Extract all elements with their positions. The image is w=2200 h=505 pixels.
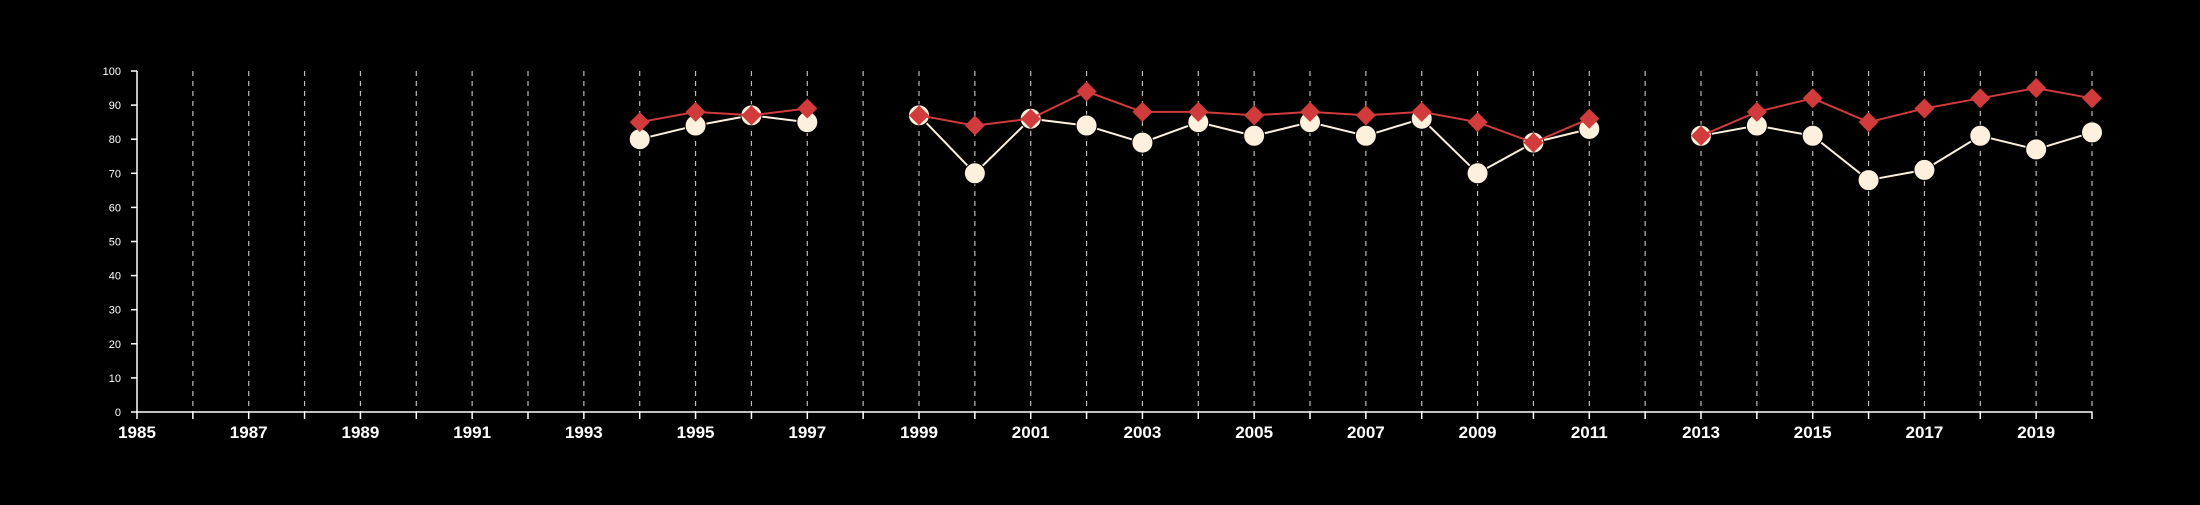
data-point-diamond	[2026, 78, 2047, 99]
data-point-circle	[2025, 138, 2048, 161]
data-point-diamond	[629, 112, 650, 133]
data-point-diamond	[1579, 108, 1600, 129]
y-tick-label: 90	[109, 100, 121, 112]
data-point-circle	[1131, 131, 1154, 154]
data-point-diamond	[909, 105, 929, 126]
data-point-circle	[1354, 124, 1377, 147]
y-tick-label: 80	[109, 134, 121, 146]
y-tick-label: 50	[109, 237, 121, 249]
series-circle	[628, 104, 2103, 192]
series-diamond	[629, 78, 2102, 153]
x-tick-label: 1989	[342, 423, 380, 442]
data-point-diamond	[797, 98, 818, 119]
series-layer	[628, 78, 2103, 192]
data-point-circle	[1913, 158, 1936, 181]
y-tick-label: 60	[109, 202, 121, 214]
x-tick-label: 2015	[1794, 423, 1832, 442]
series-line	[639, 114, 808, 141]
data-point-diamond	[1411, 101, 1432, 122]
series-line	[1700, 87, 2093, 137]
data-point-diamond	[1020, 108, 1041, 129]
x-tick-label: 1997	[788, 423, 826, 442]
data-point-diamond	[1467, 112, 1488, 133]
data-point-circle	[1801, 124, 1824, 147]
data-point-diamond	[2082, 88, 2102, 109]
x-tick-label: 2013	[1682, 423, 1720, 442]
data-point-diamond	[1970, 88, 1991, 109]
data-point-diamond	[1858, 112, 1879, 133]
x-tick-label: 2011	[1571, 423, 1608, 442]
data-point-circle	[1857, 169, 1880, 192]
data-point-diamond	[1076, 81, 1097, 102]
data-point-diamond	[964, 115, 985, 136]
x-tick-label: 1995	[677, 423, 715, 442]
data-point-diamond	[1691, 125, 1711, 146]
x-tick-label: 2007	[1347, 423, 1385, 442]
data-point-diamond	[1188, 101, 1209, 122]
data-point-diamond	[1355, 105, 1376, 126]
y-tick-label: 100	[103, 66, 121, 78]
x-tick-label: 1993	[565, 423, 603, 442]
data-point-circle	[963, 162, 986, 185]
data-point-circle	[1243, 124, 1266, 147]
axis-layer: 0 10 20 30 40 50 60 70 80 90 100 1985 1987 1989 1991 19…	[103, 66, 2093, 442]
data-point-circle	[1075, 114, 1098, 137]
x-tick-label: 2001	[1012, 423, 1050, 442]
data-point-circle	[1466, 162, 1489, 185]
y-tick-label: 70	[109, 168, 121, 180]
data-point-diamond	[1802, 88, 1823, 109]
data-point-diamond	[1914, 98, 1935, 119]
x-tick-label: 1985	[118, 423, 156, 442]
x-tick-label: 1987	[230, 423, 268, 442]
data-point-diamond	[1132, 101, 1153, 122]
series-line	[639, 107, 808, 124]
x-tick-label: 2005	[1235, 423, 1273, 442]
data-point-diamond	[1746, 101, 1767, 122]
x-tick-label: 2019	[2017, 423, 2055, 442]
data-point-circle	[1969, 124, 1992, 147]
data-point-diamond	[1523, 132, 1544, 153]
y-tick-label: 10	[109, 373, 121, 385]
x-tick-label: 2017	[1906, 423, 1944, 442]
grid-layer	[192, 71, 2093, 412]
data-point-circle	[2081, 121, 2103, 144]
data-point-diamond	[685, 101, 706, 122]
x-tick-label: 2009	[1459, 423, 1497, 442]
data-point-diamond	[741, 105, 762, 126]
x-tick-label: 1999	[900, 423, 938, 442]
y-tick-label: 20	[109, 339, 121, 351]
data-point-diamond	[1300, 101, 1320, 122]
y-tick-label: 30	[109, 305, 121, 317]
x-tick-label: 1991	[453, 423, 491, 442]
y-tick-label: 40	[109, 271, 121, 283]
x-tick-label: 2003	[1124, 423, 1162, 442]
data-point-diamond	[1244, 105, 1265, 126]
y-tick-label: 0	[115, 407, 121, 419]
